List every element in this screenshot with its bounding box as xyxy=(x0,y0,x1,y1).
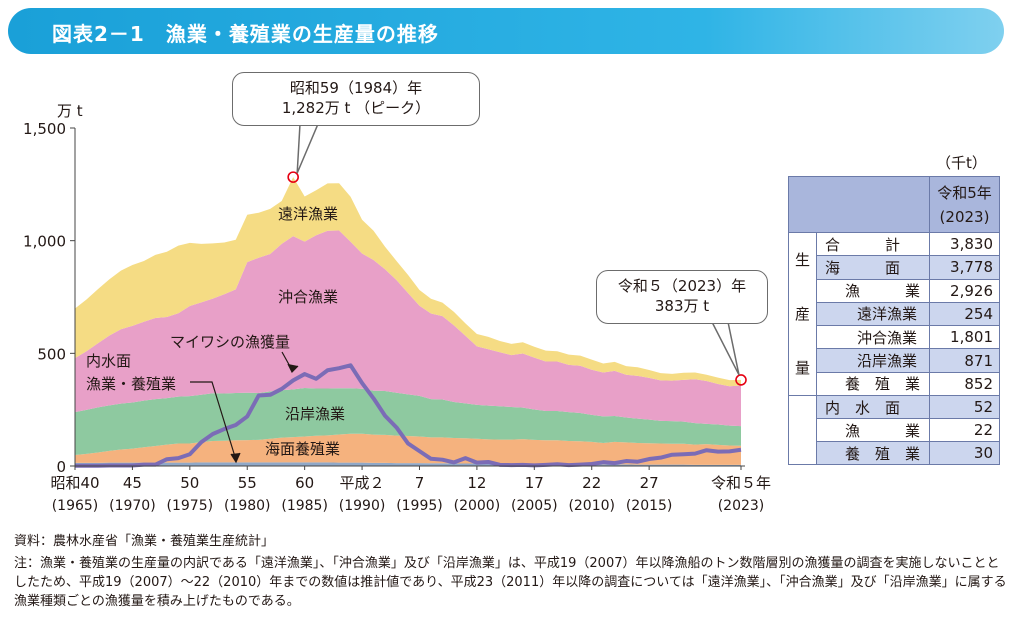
y-tick-label-1: 500 xyxy=(37,345,66,363)
x-tick-sub-0: (1965) xyxy=(52,498,99,514)
side-char-3: 量 xyxy=(794,359,810,377)
row-naisui-gyogyo-value: 22 xyxy=(929,418,1000,442)
label-naisui-1: 内水面 xyxy=(86,352,132,370)
y-axis-unit: 万 t xyxy=(57,102,83,120)
row-kaimen-label: 海 面 xyxy=(816,255,930,280)
label-okiai: 沖合漁業 xyxy=(278,288,339,306)
row-kaimen-value: 3,778 xyxy=(929,255,1000,280)
y-tick-label-0: 0 xyxy=(56,458,66,476)
row-okiai-value: 1,801 xyxy=(929,325,1000,350)
x-tick-sub-2: (1975) xyxy=(167,498,214,514)
x-tick-sub-5: (1990) xyxy=(339,498,386,514)
row-yoshoku-label: 養 殖 業 xyxy=(816,371,930,397)
x-tick-label-11: 令和５年 xyxy=(711,474,771,492)
row-gyogyo-label: 漁 業 xyxy=(816,278,930,303)
x-tick-label-1: 45 xyxy=(123,474,142,492)
x-tick-sub-4: (1985) xyxy=(281,498,328,514)
y-tick-label-3: 1,500 xyxy=(23,120,66,138)
table-header-year: 令和5年 (2023) xyxy=(929,176,1000,233)
table-header-blank xyxy=(788,176,930,233)
x-tick-sub-8: (2005) xyxy=(511,498,558,514)
row-naisui-value: 52 xyxy=(929,395,1000,419)
table-year-label: 令和5年 xyxy=(937,183,992,202)
side-char-2: 産 xyxy=(794,305,810,323)
row-gyogyo-value: 2,926 xyxy=(929,278,1000,303)
line-maiwashi xyxy=(75,363,742,468)
side-char-1: 生 xyxy=(794,251,810,269)
latest-marker xyxy=(735,374,747,386)
row-naisui-gyogyo-label: 漁 業 xyxy=(816,418,930,442)
x-tick-label-7: 12 xyxy=(467,474,486,492)
x-tick-sub-10: (2015) xyxy=(626,498,673,514)
area-series-3 xyxy=(75,230,741,427)
x-tick-sub-7: (2000) xyxy=(454,498,501,514)
x-tick-sub-6: (1995) xyxy=(396,498,443,514)
row-total-label: 合 計 xyxy=(816,231,930,257)
row-naisui-yoshoku-value: 30 xyxy=(929,441,1000,465)
peak-marker xyxy=(287,171,299,183)
x-tick-sub-3: (1980) xyxy=(224,498,271,514)
row-engan-label: 沿岸漁業 xyxy=(816,348,930,373)
naisui-arrow xyxy=(230,452,241,464)
note-text: 注：漁業・養殖業の生産量の内訳である「遠洋漁業」、「沖合漁業」及び「沿岸漁業」は… xyxy=(14,556,1007,609)
latest-callout-line1: 令和５（2023）年 xyxy=(617,277,747,295)
row-naisui-label: 内 水 面 xyxy=(816,395,930,419)
x-tick-sub-1: (1970) xyxy=(109,498,156,514)
peak-callout-pointer xyxy=(296,123,319,174)
maiwashi-arrow xyxy=(287,363,299,374)
x-tick-label-6: 7 xyxy=(415,474,425,492)
label-naisui-2: 漁業・養殖業 xyxy=(86,375,177,393)
latest-callout-line2: 383万 t xyxy=(654,297,710,315)
latest-callout-pointer xyxy=(711,321,740,376)
table-unit: （千t） xyxy=(936,154,987,172)
table-year-sub: (2023) xyxy=(939,207,990,226)
area-series-2 xyxy=(75,388,741,455)
table-side-label: 生 産 量 xyxy=(788,232,817,396)
x-tick-label-0: 昭和40 xyxy=(50,474,99,492)
x-tick-sub-9: (2010) xyxy=(568,498,615,514)
row-okiai-label: 沖合漁業 xyxy=(816,325,930,350)
y-tick-label-2: 1,000 xyxy=(23,233,66,251)
area-series-4 xyxy=(75,177,741,387)
source-text: 資料：農林水産省「漁業・養殖業生産統計」 xyxy=(14,534,275,549)
peak-callout-line2: 1,282万 t （ピーク） xyxy=(281,99,431,117)
x-tick-label-4: 60 xyxy=(295,474,314,492)
label-maiwashi: マイワシの漁獲量 xyxy=(170,333,291,351)
x-tick-sub-11: (2023) xyxy=(718,498,765,514)
x-tick-label-2: 50 xyxy=(180,474,199,492)
x-tick-label-10: 27 xyxy=(640,474,659,492)
latest-callout: 令和５（2023）年 383万 t xyxy=(596,270,768,324)
label-engan: 沿岸漁業 xyxy=(285,405,346,423)
label-yoshoku: 海面養殖業 xyxy=(265,440,341,458)
table-side-blank xyxy=(788,395,817,465)
page-title: 図表2－1 漁業・養殖業の生産量の推移 xyxy=(52,22,439,46)
row-yoshoku-value: 852 xyxy=(929,371,1000,397)
row-ensei-label: 遠洋漁業 xyxy=(816,301,930,327)
row-total-value: 3,830 xyxy=(929,231,1000,257)
row-engan-value: 871 xyxy=(929,348,1000,373)
peak-callout-line1: 昭和59（1984）年 xyxy=(289,79,423,97)
x-tick-label-8: 17 xyxy=(525,474,544,492)
x-tick-label-9: 22 xyxy=(582,474,601,492)
x-tick-label-5: 平成２ xyxy=(340,474,385,492)
x-tick-label-3: 55 xyxy=(238,474,257,492)
title-bar: 図表2－1 漁業・養殖業の生産量の推移 xyxy=(8,8,1004,54)
row-naisui-yoshoku-label: 養 殖 業 xyxy=(816,441,930,465)
production-table: 令和5年 (2023) 生 産 量 合 計 3,830 海 面 3,778 漁 業… xyxy=(788,176,1000,465)
label-ensei: 遠洋漁業 xyxy=(278,205,339,223)
naisui-leader xyxy=(190,381,237,461)
peak-callout: 昭和59（1984）年 1,282万 t （ピーク） xyxy=(232,72,480,126)
area-series-1 xyxy=(75,433,741,465)
row-ensei-value: 254 xyxy=(929,301,1000,327)
